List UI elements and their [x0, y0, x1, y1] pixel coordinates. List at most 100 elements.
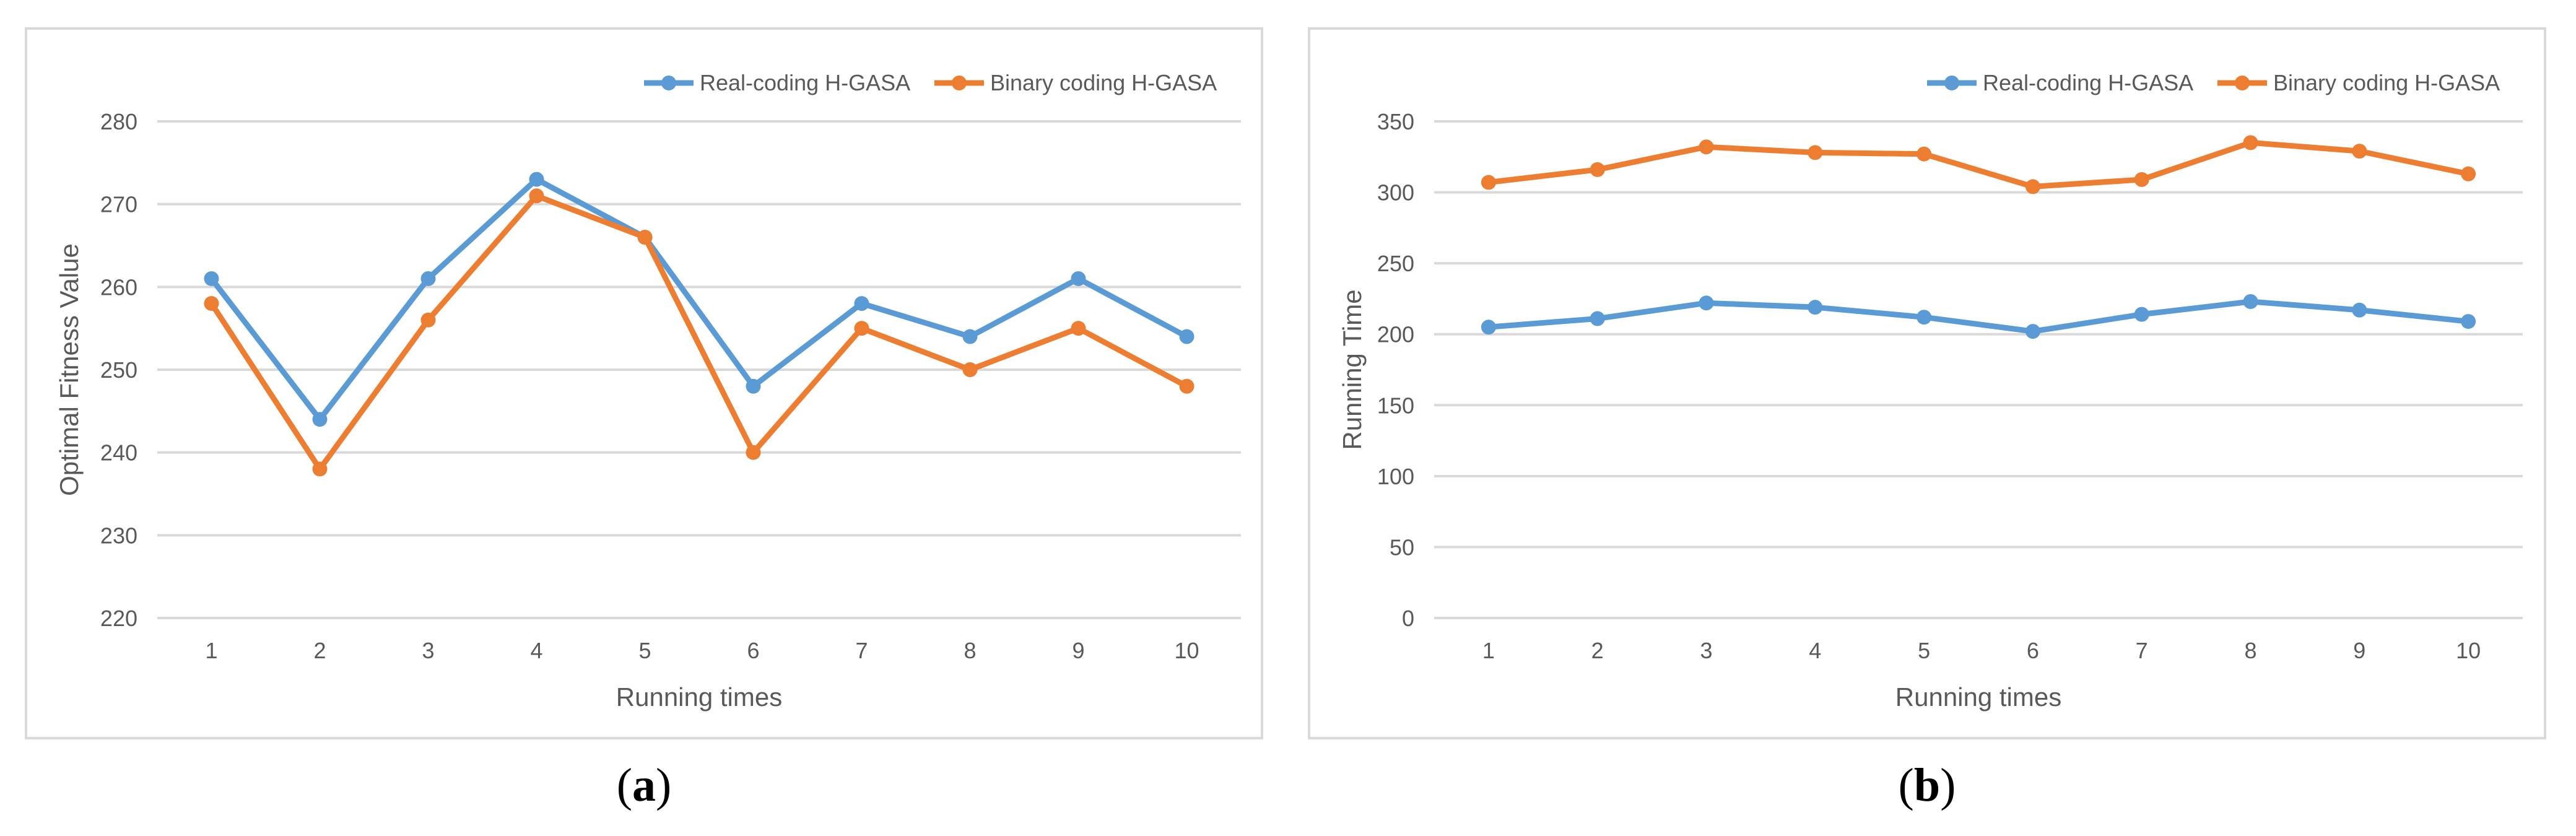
y-tick-label: 150: [1377, 393, 1414, 418]
data-point: [962, 329, 978, 344]
data-point: [2243, 135, 2258, 150]
data-point: [746, 445, 761, 460]
data-point: [420, 312, 436, 328]
data-point: [854, 321, 869, 336]
series-real-coding: [204, 172, 1194, 427]
data-point: [1699, 139, 1714, 155]
data-point: [2243, 294, 2258, 310]
data-point: [529, 172, 544, 187]
x-tick-label: 1: [1482, 638, 1495, 663]
legend-item: Real-coding H-GASA: [1927, 70, 2193, 95]
data-point: [854, 296, 869, 311]
series-line: [209, 193, 1188, 472]
x-tick-label: 2: [1591, 638, 1604, 663]
y-tick-label: 100: [1377, 464, 1414, 489]
legend-a: Real-coding H-GASA Binary coding H-GASA: [644, 70, 1217, 95]
x-tick-label: 1: [205, 638, 217, 663]
y-tick-label: 0: [1402, 606, 1414, 631]
legend-label: Real-coding H-GASA: [700, 70, 910, 95]
data-point: [746, 378, 761, 394]
data-point: [637, 230, 653, 245]
x-tick-label: 6: [2027, 638, 2039, 663]
data-point: [1071, 271, 1086, 286]
x-tick-label: 9: [2353, 638, 2365, 663]
legend-item: Real-coding H-GASA: [644, 70, 910, 95]
x-tick-label: 5: [1918, 638, 1930, 663]
x-tick-label: 10: [2456, 638, 2481, 663]
series-line: [209, 176, 1188, 422]
data-point: [1179, 378, 1194, 394]
x-tick-label: 3: [422, 638, 434, 663]
data-point: [2025, 324, 2040, 339]
chart-panel-b: 0 50 100 150 200 250 300 350 1 2 3 4 5 6 7 8 9 10 Running …: [1308, 27, 2546, 739]
data-point: [2461, 166, 2476, 181]
caption-b-label: b: [1913, 759, 1941, 811]
data-point: [2352, 302, 2367, 318]
y-tick-label: 280: [100, 109, 137, 134]
y-tick-label: 350: [1377, 109, 1414, 134]
x-axis-title: Running times: [616, 682, 782, 712]
legend-swatch-marker: [1944, 76, 1959, 90]
data-point: [2461, 314, 2476, 329]
legend-item: Binary coding H-GASA: [2217, 70, 2500, 95]
legend-label: Binary coding H-GASA: [990, 70, 1217, 95]
data-point: [2025, 179, 2040, 194]
x-tick-label: 7: [855, 638, 868, 663]
x-tick-label: 4: [1809, 638, 1821, 663]
data-point: [1590, 162, 1605, 177]
y-tick-label: 260: [100, 274, 137, 300]
y-tick-label: 240: [100, 440, 137, 466]
legend-swatch-marker: [2235, 76, 2250, 90]
gridlines-b: [1434, 120, 2523, 619]
x-tick-label: 3: [1700, 638, 1712, 663]
line-chart-b: 0 50 100 150 200 250 300 350 1 2 3 4 5 6 7 8 9 10 Running …: [1338, 70, 2523, 712]
data-point: [204, 271, 219, 286]
series-line: [1488, 298, 2469, 334]
y-tick-label: 220: [100, 606, 137, 631]
data-point: [204, 296, 219, 311]
data-point: [1917, 146, 1932, 162]
line-chart-a: 220 230 240 250 260 270 280 1 2 3 4 5 6 7 8 9 10 Running …: [54, 70, 1241, 712]
y-tick-label: 200: [1377, 322, 1414, 347]
x-tick-label: 9: [1072, 638, 1084, 663]
series-binary-coding: [1481, 135, 2476, 194]
y-tick-label: 230: [100, 523, 137, 548]
y-tick-label: 250: [100, 357, 137, 383]
chart-panel-a: 220 230 240 250 260 270 280 1 2 3 4 5 6 7 8 9 10 Running …: [25, 27, 1263, 739]
x-tick-label: 4: [530, 638, 542, 663]
y-tick-label: 300: [1377, 180, 1414, 206]
caption-b: (b): [1898, 759, 1956, 811]
data-point: [2134, 172, 2149, 187]
legend-label: Binary coding H-GASA: [2273, 70, 2500, 95]
legend-b: Real-coding H-GASA Binary coding H-GASA: [1927, 70, 2500, 95]
data-point: [420, 271, 436, 286]
x-tick-label: 10: [1174, 638, 1199, 663]
legend-swatch-marker: [952, 76, 967, 90]
caption-a: (a): [616, 759, 672, 811]
data-point: [2134, 307, 2149, 322]
data-point: [529, 188, 544, 204]
y-tick-label: 250: [1377, 251, 1414, 276]
series-real-coding: [1481, 294, 2476, 339]
x-axis-title: Running times: [1895, 682, 2061, 712]
data-point: [1808, 145, 1823, 160]
caption-a-label: a: [632, 759, 656, 811]
x-tick-label: 8: [2244, 638, 2256, 663]
data-point: [1179, 329, 1194, 344]
data-point: [1699, 295, 1714, 311]
y-tick-label: 270: [100, 192, 137, 217]
y-axis-title: Optimal Fitness Value: [54, 243, 84, 496]
data-point: [1590, 311, 1605, 326]
data-point: [312, 412, 328, 427]
data-point: [2352, 144, 2367, 159]
data-point: [1071, 321, 1086, 336]
x-tick-label: 2: [313, 638, 326, 663]
y-axis-title: Running Time: [1338, 289, 1367, 450]
legend-item: Binary coding H-GASA: [934, 70, 1217, 95]
data-point: [312, 461, 328, 477]
data-point: [1481, 175, 1496, 190]
legend-label: Real-coding H-GASA: [1983, 70, 2193, 95]
y-tick-label: 50: [1390, 534, 1414, 560]
series-binary-coding: [204, 188, 1194, 477]
x-tick-label: 8: [964, 638, 976, 663]
